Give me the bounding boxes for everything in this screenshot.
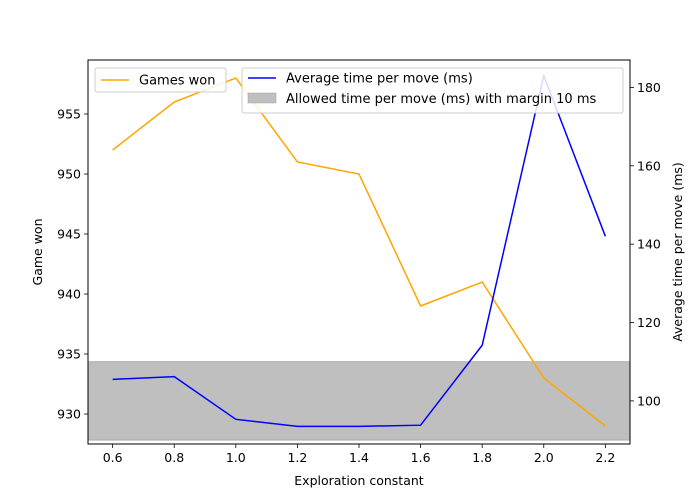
- right-y-tick-label: 140: [637, 237, 661, 252]
- series-layer: [112, 73, 607, 428]
- legend-games-won-label: Games won: [139, 74, 215, 89]
- legend-allowed-time-swatch: [247, 92, 277, 104]
- legend-allowed-time-label: Allowed time per move (ms) with margin 1…: [286, 92, 597, 107]
- x-tick-label: 0.6: [103, 450, 123, 465]
- left-y-tick-label: 955: [57, 107, 81, 122]
- left-y-axis-ticks: 930 935 940 945 950 955: [57, 107, 88, 422]
- legend-avg-time-label: Average time per move (ms): [286, 72, 473, 87]
- legend-left: Games won: [94, 67, 227, 93]
- left-y-tick-label: 930: [57, 407, 81, 422]
- x-tick-label: 1.8: [472, 450, 492, 465]
- band-layer: [87, 361, 631, 441]
- right-y-tick-label: 120: [637, 315, 661, 330]
- right-y-tick-label: 180: [637, 80, 661, 95]
- legend-right: Average time per move (ms) Allowed time …: [241, 67, 624, 114]
- left-y-tick-label: 940: [57, 287, 81, 302]
- x-tick-label: 1.4: [349, 450, 369, 465]
- games-won-line: [112, 77, 606, 427]
- right-y-tick-label: 100: [637, 393, 661, 408]
- average-time-line: [112, 73, 607, 428]
- legend-right-box: [241, 67, 624, 114]
- x-tick-label: 1.6: [411, 450, 431, 465]
- x-tick-label: 2.2: [595, 450, 615, 465]
- right-y-tick-label: 160: [637, 158, 661, 173]
- x-tick-label: 1.2: [287, 450, 307, 465]
- legend-left-box: [94, 67, 227, 93]
- x-tick-label: 1.0: [226, 450, 246, 465]
- left-y-tick-label: 945: [57, 227, 81, 242]
- x-axis-ticks: 0.6 0.8 1.0 1.2 1.4 1.6 1.8 2.0 2.2: [103, 444, 615, 465]
- x-tick-label: 0.8: [164, 450, 184, 465]
- allowed-time-band: [87, 361, 631, 441]
- left-y-axis-label: Game won: [30, 219, 45, 286]
- left-y-tick-label: 950: [57, 167, 81, 182]
- x-tick-label: 2.0: [534, 450, 554, 465]
- x-axis-label: Exploration constant: [294, 473, 424, 488]
- left-y-tick-label: 935: [57, 347, 81, 362]
- right-y-axis-label: Average time per move (ms): [670, 162, 685, 342]
- right-y-axis-ticks: 100 120 140 160 180: [630, 80, 661, 408]
